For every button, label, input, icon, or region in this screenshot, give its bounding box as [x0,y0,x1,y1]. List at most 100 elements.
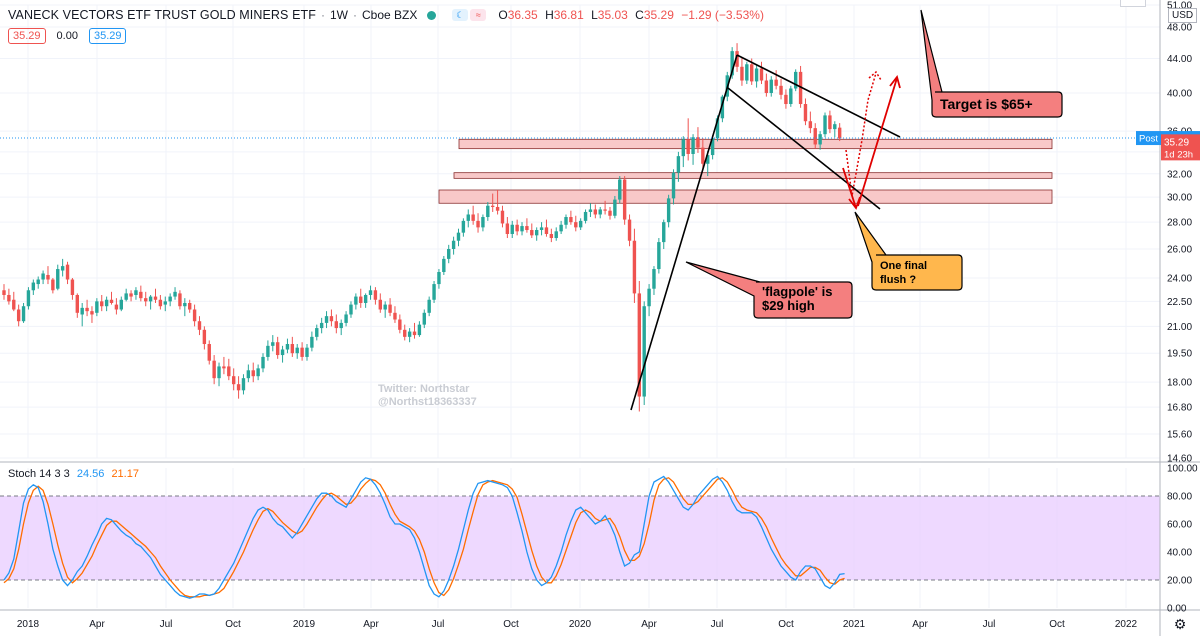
candle [686,118,690,161]
candle [285,338,290,354]
candle [818,131,822,150]
candle [359,288,363,308]
change-value: −1.29 (−3.53%) [681,8,764,22]
candle [80,302,84,327]
time-tick-label: Apr [89,619,105,630]
candle [236,376,241,399]
candle [437,269,441,289]
price-tick-label: 24.00 [1167,273,1192,284]
candle [681,136,685,168]
candle [7,288,11,305]
support-zone-mid [453,172,1053,179]
candle [26,287,31,310]
candle [192,304,197,327]
candle [447,244,451,264]
target-callout-box [920,9,1063,118]
gear-icon[interactable]: ⚙ [1174,616,1187,632]
price-grid [0,4,1160,459]
candle [500,205,505,228]
candle [823,112,827,138]
candle [129,290,133,302]
candle [2,284,6,300]
candle [163,296,167,312]
time-tick-label: 2021 [843,619,866,630]
stoch-tick-label: 80.00 [1167,492,1192,503]
stoch-legend: Stoch 14 3 3 24.56 21.17 [8,468,139,480]
candle [461,218,466,237]
candle [334,314,339,334]
candle [266,340,270,361]
candle [691,134,695,165]
candle [60,258,65,277]
candle [784,89,788,109]
candle [427,296,431,317]
market-status-icon [427,10,437,20]
candle [261,353,265,373]
candle [574,215,578,232]
time-tick-label: Jul [711,619,724,630]
candle [222,356,226,375]
scale-toggle-chip[interactable] [1120,0,1146,7]
candle [275,336,280,359]
candle [183,298,187,317]
candle [354,293,358,310]
candle [549,228,554,243]
candle [398,314,402,334]
projection-dotted-head [868,70,882,81]
last-price-tag [1161,134,1200,161]
bar-countdown: 1d 23h [1164,149,1193,160]
candle [109,291,114,305]
candle [603,200,607,215]
candle [324,311,329,329]
projection-solid-down [842,167,857,209]
candle [569,210,573,225]
order-price-tags: 35.29 0.00 35.29 [8,28,127,44]
time-tick-label: Oct [503,619,519,630]
buy-price[interactable]: 35.29 [88,28,127,44]
interval-label[interactable]: 1W [329,8,348,22]
sell-price[interactable]: 35.29 [8,28,46,44]
currency-label[interactable]: USD [1168,8,1198,23]
candle [339,319,343,336]
candle [153,288,158,303]
candle [759,61,764,85]
candle [520,222,524,236]
candle [637,281,642,412]
candle [837,123,842,142]
candle [104,296,109,312]
legend-toggle-buttons[interactable]: ☾ ≈ [452,9,487,21]
moon-icon[interactable]: ☾ [452,9,469,21]
candle [119,296,123,312]
flag-lower-line [727,87,881,210]
time-tick-label: Jul [983,619,996,630]
time-tick-label: 2022 [1115,619,1138,630]
candle [578,218,583,231]
candle [696,127,700,153]
candle [383,301,387,318]
candle [90,306,94,323]
candle [754,65,759,88]
support-resistance-zones [438,138,1053,204]
candle [769,76,773,97]
watermark-credit: Twitter: Northstar @Northst18363337 [378,383,477,408]
time-tick-label: Jul [432,619,445,630]
approx-icon[interactable]: ≈ [470,9,487,21]
target-annotation: Target is $65+ [940,96,1033,112]
candle [51,277,55,294]
stoch-name: Stoch 14 3 3 [8,468,70,480]
candle [305,344,309,361]
candle [295,344,299,359]
candle [466,209,470,228]
candle [148,294,153,310]
candle [403,324,407,341]
price-tick-label: 15.60 [1167,430,1192,441]
candle [300,342,304,361]
price-tick-label: 16.80 [1167,403,1192,414]
candle [246,364,251,383]
candle [451,236,456,255]
price-tick-label: 28.00 [1167,218,1192,229]
time-tick-label: Oct [1049,619,1065,630]
candle [774,70,778,90]
candle [701,138,705,170]
